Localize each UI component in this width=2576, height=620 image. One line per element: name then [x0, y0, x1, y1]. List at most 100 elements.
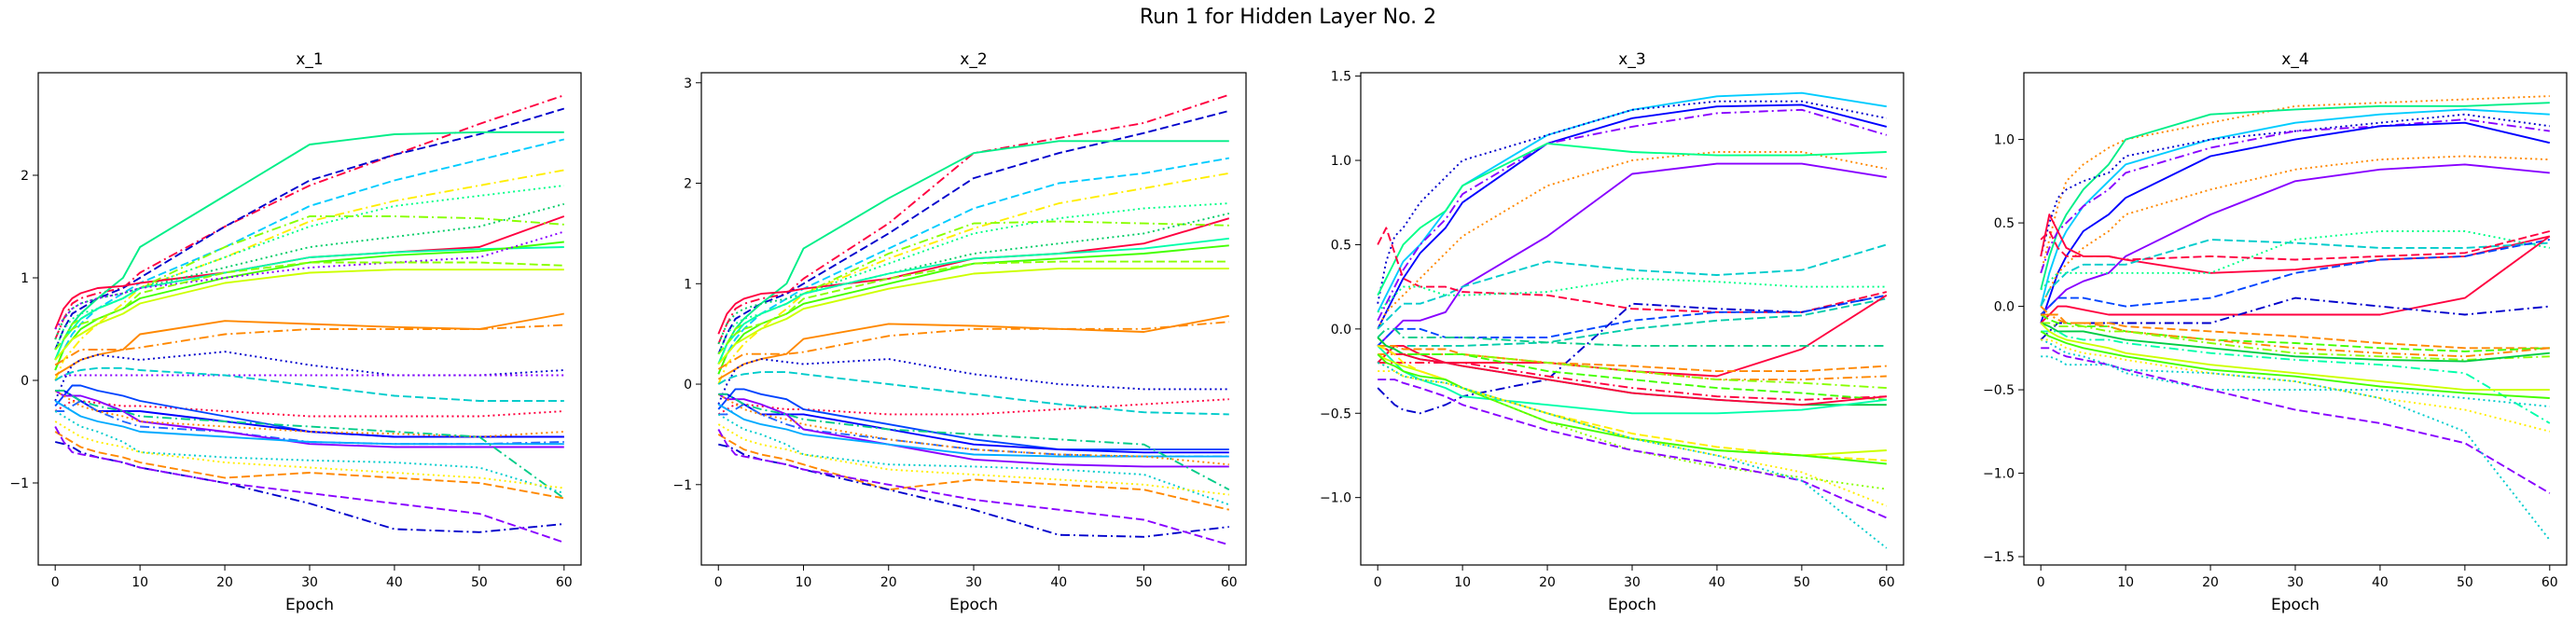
- series-line-9: [54, 202, 565, 340]
- series-line-15: [717, 321, 1229, 370]
- series-line-14: [54, 261, 564, 351]
- x-tick-label: 30: [301, 575, 318, 590]
- series-line-26: [717, 413, 1230, 506]
- series-line-23: [717, 403, 1229, 458]
- series-line-25: [2041, 338, 2551, 433]
- series-line-25: [54, 400, 564, 446]
- series-line-1: [54, 94, 565, 340]
- series-line-19: [54, 366, 564, 402]
- series-group: [2040, 95, 2551, 541]
- series-group: [717, 93, 1230, 546]
- series-line-14: [2040, 235, 2551, 324]
- series-line-3: [2040, 108, 2550, 307]
- x-tick-label: 20: [880, 575, 897, 590]
- series-line-12: [2040, 230, 2551, 261]
- x-tick-label: 0: [714, 575, 723, 590]
- y-tick-label: −1: [9, 476, 29, 491]
- series-line-6: [54, 185, 564, 351]
- series-line-7: [1377, 162, 1887, 347]
- series-line-27: [2041, 355, 2551, 541]
- x-tick-label: 40: [1050, 575, 1067, 590]
- series-line-12: [54, 269, 564, 361]
- panel-title: x_2: [960, 50, 987, 69]
- panel-title: x_1: [296, 50, 323, 69]
- series-line-4: [1377, 108, 1888, 322]
- series-line-24: [717, 393, 1229, 466]
- series-line-9: [717, 212, 1230, 345]
- x-tick-label: 40: [1709, 575, 1725, 590]
- panel-title: x_4: [2281, 50, 2308, 69]
- series-line-27: [717, 423, 1229, 496]
- series-group: [54, 94, 565, 544]
- x-tick-label: 10: [132, 575, 148, 590]
- x-tick-label: 30: [1624, 575, 1641, 590]
- series-line-18: [1378, 362, 1887, 401]
- x-tick-label: 20: [216, 575, 233, 590]
- series-line-17: [2040, 313, 2550, 352]
- series-line-2: [717, 109, 1230, 355]
- y-tick-label: −1.5: [1983, 550, 2015, 565]
- series-line-1: [2040, 95, 2550, 274]
- y-tick-label: 1: [21, 271, 29, 286]
- series-line-18: [2041, 313, 2550, 358]
- y-tick-label: 1: [684, 277, 692, 292]
- y-tick-label: 0: [684, 378, 692, 393]
- series-line-30: [717, 429, 1230, 546]
- x-tick-label: 10: [2117, 575, 2134, 590]
- series-line-5: [2040, 118, 2550, 274]
- panel-3: 0 10 20 30 40 50 60 −1.0 −0.5 0.0 0.5 1.0 1.5 x_3 Epoc…: [1320, 50, 1904, 614]
- series-line-8: [717, 220, 1229, 365]
- series-line-15: [54, 312, 564, 377]
- series-line-29: [54, 420, 564, 489]
- series-line-17: [717, 371, 1229, 416]
- series-line-19: [717, 388, 1229, 451]
- x-tick-label: 0: [1374, 575, 1382, 590]
- series-line-11: [1377, 294, 1887, 415]
- series-line-28: [54, 410, 565, 494]
- plot-frame: [700, 72, 1247, 566]
- series-line-7: [2040, 155, 2550, 308]
- y-tick-label: 2: [684, 177, 692, 192]
- series-line-30: [54, 431, 564, 500]
- x-tick-label: 50: [471, 575, 488, 590]
- y-tick-label: 0.0: [1331, 323, 1351, 338]
- series-line-16: [2040, 305, 2550, 350]
- series-line-3: [1377, 103, 1888, 330]
- x-axis-label: Epoch: [285, 596, 334, 614]
- series-line-3: [717, 140, 1229, 365]
- panel-title: x_3: [1618, 50, 1645, 69]
- series-line-19: [2041, 322, 2550, 361]
- series-line-19: [1377, 345, 1887, 390]
- x-tick-label: 50: [2457, 575, 2473, 590]
- panel-4: 0 10 20 30 40 50 60 −1.5 −1.0 −0.5 0.0 0.5 1.0 x_4 Epo…: [1983, 50, 2568, 614]
- series-line-12: [1377, 294, 1887, 347]
- series-line-4: [2040, 113, 2550, 257]
- y-tick-label: 1.0: [1331, 154, 1351, 169]
- panel-2: 0 10 20 30 40 50 60 −1 0 1 2 3 x_2 Epoch: [672, 50, 1247, 614]
- y-tick-label: 0.0: [1994, 300, 2015, 315]
- x-tick-label: 20: [2202, 575, 2219, 590]
- x-tick-label: 30: [2287, 575, 2304, 590]
- y-tick-label: −1: [672, 478, 692, 493]
- series-line-16: [717, 358, 1229, 405]
- series-line-25: [718, 393, 1230, 491]
- x-tick-label: 30: [965, 575, 982, 590]
- y-tick-label: −0.5: [1320, 406, 1351, 421]
- series-line-11: [2040, 230, 2550, 291]
- series-line-28: [1378, 370, 1888, 507]
- series-line-6: [2040, 121, 2551, 324]
- series-line-20: [2040, 322, 2550, 363]
- series-line-4: [717, 157, 1229, 375]
- series-line-7: [717, 217, 1230, 335]
- x-tick-label: 60: [1221, 575, 1238, 590]
- x-tick-label: 40: [2372, 575, 2389, 590]
- series-line-27: [55, 390, 565, 500]
- series-line-10: [2040, 239, 2550, 308]
- series-line-5: [717, 172, 1229, 385]
- series-line-31: [54, 441, 564, 533]
- series-line-2: [1377, 100, 1887, 304]
- series-line-20: [1377, 337, 1887, 401]
- series-line-14: [717, 314, 1229, 380]
- series-line-16: [54, 324, 564, 366]
